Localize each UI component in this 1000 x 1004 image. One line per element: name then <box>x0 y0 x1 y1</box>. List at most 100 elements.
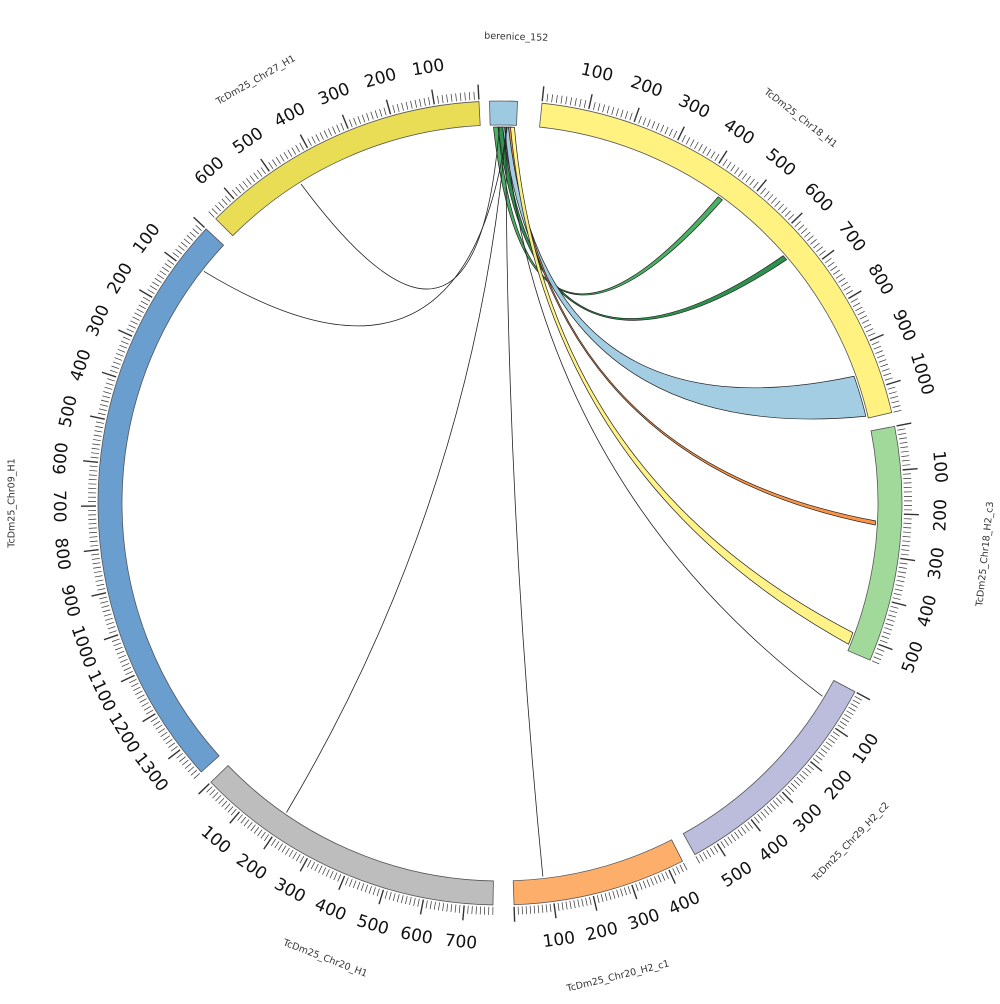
major-tick <box>386 100 390 114</box>
minor-tick <box>761 812 766 818</box>
minor-tick <box>106 383 114 385</box>
minor-tick <box>215 205 221 211</box>
minor-tick <box>324 130 327 137</box>
minor-tick <box>393 105 395 113</box>
tick-label: 200 <box>628 72 665 102</box>
minor-tick <box>284 152 288 159</box>
minor-tick <box>707 850 711 857</box>
minor-tick <box>885 378 893 380</box>
major-tick <box>835 728 847 736</box>
minor-tick <box>607 106 609 114</box>
major-tick <box>342 115 348 129</box>
tick-label: 400 <box>666 888 704 920</box>
minor-tick <box>884 628 892 630</box>
minor-tick <box>468 906 469 914</box>
minor-tick <box>341 123 344 130</box>
minor-tick <box>556 95 557 103</box>
minor-tick <box>101 400 109 402</box>
minor-tick <box>207 787 213 793</box>
minor-tick <box>447 904 448 912</box>
minor-tick <box>586 898 588 906</box>
minor-tick <box>821 749 827 754</box>
minor-tick <box>213 792 219 798</box>
minor-tick <box>652 121 655 128</box>
minor-tick <box>414 898 416 906</box>
segment-label-chr20h1: TcDm25_Chr20_H1 <box>280 937 368 980</box>
tick-label: 400 <box>312 895 350 926</box>
minor-tick <box>137 309 144 313</box>
minor-tick <box>251 825 256 831</box>
minor-tick <box>322 868 325 875</box>
minor-tick <box>474 92 475 100</box>
major-tick <box>199 784 210 794</box>
tick-label: 600 <box>50 441 73 475</box>
minor-tick <box>831 735 838 740</box>
minor-tick <box>285 848 289 855</box>
minor-tick <box>782 208 788 214</box>
major-tick <box>634 108 639 122</box>
minor-tick <box>150 286 157 290</box>
minor-tick <box>801 228 807 233</box>
minor-tick <box>897 429 905 430</box>
tick-label: 300 <box>271 874 309 907</box>
segment-chr20h1 <box>211 766 494 905</box>
minor-tick <box>665 872 668 879</box>
minor-tick <box>547 94 548 102</box>
minor-tick <box>566 96 567 104</box>
minor-tick <box>903 532 911 533</box>
minor-tick <box>897 580 905 582</box>
tick-label: 200 <box>104 260 138 298</box>
minor-tick <box>771 198 776 204</box>
minor-tick <box>99 409 107 411</box>
minor-tick <box>182 760 188 765</box>
minor-tick <box>93 567 101 568</box>
minor-tick <box>459 905 460 913</box>
minor-tick <box>711 152 715 159</box>
minor-tick <box>91 457 99 458</box>
minor-tick <box>472 906 473 914</box>
minor-tick <box>855 307 862 311</box>
minor-tick <box>330 871 333 878</box>
minor-tick <box>880 640 888 643</box>
minor-tick <box>625 111 627 119</box>
minor-tick <box>105 387 113 389</box>
minor-tick <box>257 830 262 836</box>
minor-tick <box>734 167 739 174</box>
tick-label: 200 <box>930 499 951 532</box>
minor-tick <box>838 278 845 282</box>
minor-tick <box>902 460 910 461</box>
minor-tick <box>620 889 622 897</box>
minor-tick <box>103 392 111 394</box>
tick-label: 800 <box>50 537 74 572</box>
minor-tick <box>153 721 160 725</box>
segment-chr29h2c2 <box>683 680 855 854</box>
minor-tick <box>849 707 856 711</box>
minor-tick <box>97 589 105 591</box>
minor-tick <box>889 392 897 394</box>
minor-tick <box>877 355 884 358</box>
minor-tick <box>95 576 103 577</box>
minor-tick <box>455 905 456 913</box>
major-tick <box>168 750 180 759</box>
minor-tick <box>96 580 104 582</box>
tick-label: 600 <box>191 153 229 189</box>
minor-tick <box>102 396 110 398</box>
minor-tick <box>465 93 466 101</box>
minor-tick <box>798 225 804 230</box>
minor-tick <box>113 362 121 365</box>
minor-tick <box>840 721 847 725</box>
minor-tick <box>212 208 218 214</box>
minor-tick <box>106 622 114 624</box>
minor-tick <box>723 159 727 166</box>
tick-label: 400 <box>755 831 793 867</box>
minor-tick <box>775 201 780 207</box>
minor-tick <box>300 143 304 150</box>
minor-tick <box>794 780 800 785</box>
tick-label: 600 <box>800 179 837 216</box>
minor-tick <box>862 320 869 324</box>
minor-tick <box>397 104 399 112</box>
tick-label: 1100 <box>83 667 120 715</box>
minor-tick <box>219 202 224 208</box>
minor-tick <box>808 765 814 770</box>
minor-tick <box>418 899 420 907</box>
